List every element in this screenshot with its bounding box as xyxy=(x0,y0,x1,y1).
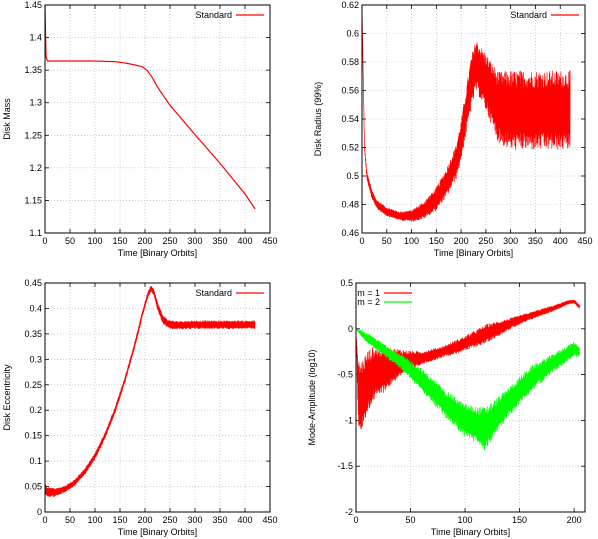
x-tick-label: 450 xyxy=(577,236,592,246)
x-tick-label: 150 xyxy=(112,236,127,246)
y-tick-label: 0 xyxy=(37,507,42,517)
y-tick-label: 1.3 xyxy=(29,98,42,108)
plot-frame xyxy=(44,4,271,234)
y-tick-label: 0.25 xyxy=(24,380,42,390)
x-tick-label: 200 xyxy=(137,515,152,525)
y-tick-label: 0.05 xyxy=(24,482,42,492)
legend-label: Standard xyxy=(510,10,547,20)
legend-label: Standard xyxy=(195,288,232,298)
y-tick-label: 0.5 xyxy=(346,171,359,181)
x-tick-label: 0 xyxy=(353,515,358,525)
x-tick-label: 100 xyxy=(458,515,473,525)
y-tick-label: 0.35 xyxy=(24,329,42,339)
y-tick-label: -2 xyxy=(345,507,353,517)
x-tick-label: 400 xyxy=(237,515,252,525)
y-axis-label: Mode-Amplitude (log10) xyxy=(307,349,317,445)
x-tick-label: 100 xyxy=(87,236,102,246)
y-tick-label: 1.25 xyxy=(24,130,42,140)
y-tick-label: 0.1 xyxy=(29,456,42,466)
x-tick-label: 100 xyxy=(404,236,419,246)
x-tick-label: 300 xyxy=(187,515,202,525)
x-tick-label: 450 xyxy=(262,515,277,525)
y-axis-label: Disk Mass xyxy=(2,98,12,140)
x-axis-label: Time [Binary Orbits] xyxy=(434,248,513,258)
y-tick-label: 1.35 xyxy=(24,65,42,75)
y-tick-label: 1.15 xyxy=(24,195,42,205)
x-tick-label: 200 xyxy=(567,515,582,525)
plot-frame xyxy=(361,4,586,234)
y-tick-label: 1.4 xyxy=(29,33,42,43)
chart-4: 0 50 100 150 200 -2 -1.5 -1 -0.5 0 0.5 m = 1m = 2 Ti… xyxy=(307,278,586,537)
x-tick-label: 50 xyxy=(382,236,392,246)
y-tick-label: 0.45 xyxy=(24,278,42,288)
series-line-Standard xyxy=(45,5,256,210)
x-tick-label: 50 xyxy=(65,515,75,525)
y-tick-label: 0.46 xyxy=(341,228,359,238)
chart-1: 0 50 100 150 200 250 300 350 400 450 1.1 1.15 1.2 1.2… xyxy=(2,0,278,258)
x-tick-label: 400 xyxy=(553,236,568,246)
y-tick-label: -1 xyxy=(345,415,353,425)
x-axis-label: Time [Binary Orbits] xyxy=(431,527,510,537)
y-axis-label: Disk Radius (99%) xyxy=(313,82,323,157)
y-axis-label: Disk Eccentricity xyxy=(2,364,12,431)
y-tick-label: 1.45 xyxy=(24,0,42,10)
x-tick-label: 50 xyxy=(65,236,75,246)
y-tick-label: 0.4 xyxy=(29,303,42,313)
y-tick-label: 0.2 xyxy=(29,405,42,415)
y-tick-label: -0.5 xyxy=(337,370,353,380)
series-line-Standard xyxy=(362,5,571,222)
x-tick-label: 100 xyxy=(87,515,102,525)
x-tick-label: 300 xyxy=(187,236,202,246)
series-line-m2 xyxy=(356,328,580,451)
legend-label: m = 1 xyxy=(357,288,380,298)
x-tick-label: 250 xyxy=(162,515,177,525)
x-tick-label: 250 xyxy=(478,236,493,246)
y-tick-label: 0.48 xyxy=(341,200,359,210)
x-tick-label: 450 xyxy=(262,236,277,246)
x-tick-label: 0 xyxy=(42,515,47,525)
x-tick-label: 300 xyxy=(503,236,518,246)
plot-frame xyxy=(355,282,586,513)
x-tick-label: 400 xyxy=(237,236,252,246)
x-tick-label: 250 xyxy=(162,236,177,246)
x-tick-label: 50 xyxy=(406,515,416,525)
x-tick-label: 150 xyxy=(112,515,127,525)
y-tick-label: 0.62 xyxy=(341,0,359,10)
y-tick-label: 1.1 xyxy=(29,228,42,238)
x-tick-label: 150 xyxy=(512,515,527,525)
y-tick-label: 0 xyxy=(348,324,353,334)
x-tick-label: 150 xyxy=(429,236,444,246)
plot-frame xyxy=(44,282,271,513)
chart-3: 0 50 100 150 200 250 300 350 400 450 0 0.05 0.1 0.15 0… xyxy=(2,278,278,537)
series-line-Standard xyxy=(45,285,256,498)
x-tick-label: 0 xyxy=(42,236,47,246)
y-tick-label: 1.2 xyxy=(29,163,42,173)
y-tick-label: -1.5 xyxy=(337,461,353,471)
legend-label: Standard xyxy=(195,10,232,20)
y-tick-label: 0.58 xyxy=(341,57,359,67)
x-axis-label: Time [Binary Orbits] xyxy=(118,527,197,537)
x-tick-label: 200 xyxy=(454,236,469,246)
x-axis-label: Time [Binary Orbits] xyxy=(118,248,197,258)
x-tick-label: 350 xyxy=(212,515,227,525)
legend-label: m = 2 xyxy=(357,297,380,307)
x-tick-label: 350 xyxy=(528,236,543,246)
x-tick-label: 200 xyxy=(137,236,152,246)
x-tick-label: 0 xyxy=(359,236,364,246)
y-tick-label: 0.3 xyxy=(29,354,42,364)
y-tick-label: 0.52 xyxy=(341,143,359,153)
y-tick-label: 0.54 xyxy=(341,114,359,124)
y-tick-label: 0.15 xyxy=(24,431,42,441)
y-tick-label: 0.5 xyxy=(340,278,353,288)
chart-2: 0 50 100 150 200 250 300 350 400 450 0.46 0.48 0.5 0.… xyxy=(313,0,593,258)
y-tick-label: 0.6 xyxy=(346,29,359,39)
x-tick-label: 350 xyxy=(212,236,227,246)
y-tick-label: 0.56 xyxy=(341,86,359,96)
